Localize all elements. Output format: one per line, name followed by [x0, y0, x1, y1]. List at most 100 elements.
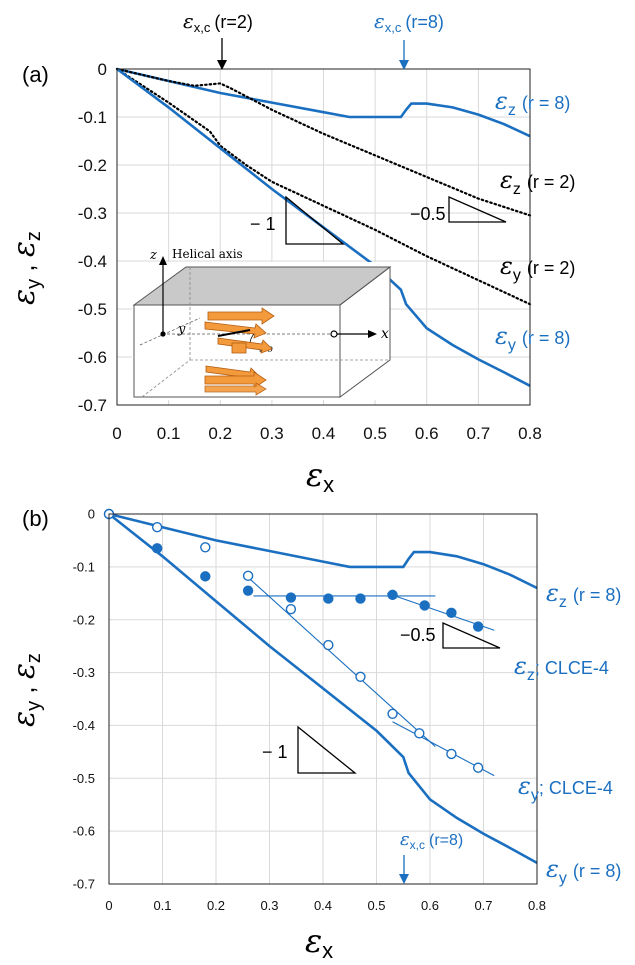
b-series-3-point: [472, 762, 484, 773]
label-ez-r2-a: εz (r = 2): [500, 166, 575, 198]
panel-a-grid: [117, 69, 530, 405]
b-series-3-point: [355, 671, 366, 682]
b-x-tick-label: 0.6: [421, 898, 439, 913]
panel-b-frame: [108, 513, 538, 885]
b-x-tick-label: 0.2: [207, 898, 225, 913]
b-series-3-point: [323, 639, 334, 651]
b-series-2-point: [323, 593, 334, 604]
a-x-tick-label: 0: [112, 424, 121, 443]
b-x-tick-label: 0.8: [528, 898, 546, 913]
label-ez-clce-b: εz; CLCE-4: [514, 652, 609, 684]
b-series-3-point: [151, 522, 163, 533]
a-y-tick-label: 0: [98, 60, 107, 79]
b-series-1-line: [108, 512, 538, 865]
b-series-0-line: [108, 512, 538, 590]
b-y-tick-label: -0.4: [73, 718, 95, 733]
slope-triangle-minus1-a: − 1: [250, 195, 345, 245]
b-x-tick-label: 0.3: [260, 898, 278, 913]
a-y-tick-label: -0.1: [78, 108, 107, 127]
b-series-3-point: [200, 542, 211, 553]
panel-a-frame: [116, 68, 531, 406]
b-x-tick-label: 0.5: [367, 898, 385, 913]
b-series-2-point: [285, 592, 297, 603]
a-y-tick-label: -0.6: [78, 348, 107, 367]
panel-b-chart: 0 0.1 0.2 0.3 0.4 0.5 0.6 0.7 0.8 0 -0.1 -0.2 -0.3 -0…: [73, 507, 546, 913]
annotation-xc-r2: εx,c (r=2): [183, 9, 253, 70]
panel-b-ticks: 0 0.1 0.2 0.3 0.4 0.5 0.6 0.7 0.8 0 -0.1 -0.2 -0.3 -0…: [73, 507, 546, 913]
a-x-tick-label: 0.3: [260, 424, 284, 443]
panel-a-series: [115, 67, 532, 387]
b-y-tick-label: -0.7: [73, 877, 95, 892]
a-y-tick-label: -0.7: [78, 396, 107, 415]
a-x-tick-label: 0.5: [363, 424, 387, 443]
helical-inset: z Helical axis y x Φ₀: [132, 247, 392, 400]
b-x-tick-label: 0.7: [474, 898, 492, 913]
label-ey-r2-a: εy (r = 2): [500, 252, 575, 284]
a-series-1-line: [115, 67, 532, 217]
b-y-tick-label: 0: [88, 507, 95, 522]
b-series-2-point: [446, 607, 457, 619]
helix-arrows: [204, 307, 275, 396]
b-series-2-point: [242, 585, 254, 596]
label-ey-r8-b: εy (r = 8): [546, 855, 621, 887]
b-series-2-point: [387, 589, 398, 601]
b-series-3-point: [387, 708, 398, 719]
svg-text:εx,c(r=2): εx,c (r=2): [183, 9, 253, 35]
svg-text:εx,c(r=8): εx,c (r=8): [374, 9, 444, 35]
panel-a-ticks: 0 0.1 0.2 0.3 0.4 0.5 0.6 0.7 0.8 0 -0.1 -0.2 -0.3 -0…: [78, 60, 542, 443]
b-y-tick-label: -0.6: [73, 824, 95, 839]
label-ey-clce-b: εy; CLCE-4: [518, 772, 613, 804]
panel-b-label: (b): [22, 506, 49, 531]
svg-text:−0.5: −0.5: [410, 204, 446, 224]
slope-triangle-minus05-a: −0.5: [410, 196, 507, 224]
a-series-2-line: [115, 67, 532, 306]
inset-y-label: y: [177, 322, 186, 337]
inset-z-label: z: [149, 248, 157, 263]
b-series-2-point: [419, 600, 430, 611]
svg-text:εx,c(r=8): εx,c (r=8): [400, 829, 463, 852]
slope-triangle-minus05-b: −0.5: [400, 622, 501, 649]
a-y-tick-label: -0.2: [78, 156, 107, 175]
b-x-tick-label: 0.1: [153, 898, 171, 913]
b-series-3-point: [414, 728, 425, 739]
b-series-2-point: [200, 571, 211, 582]
a-series-0-line: [116, 67, 531, 138]
a-y-tick-label: -0.4: [78, 252, 107, 271]
b-fit-line: [247, 577, 436, 747]
label-ey-r8-a: εy (r = 8): [495, 322, 570, 354]
panel-a-y-axis-label: εy , εz: [7, 231, 45, 305]
label-ez-r8-a: εz (r = 8): [495, 87, 570, 119]
svg-text:− 1: − 1: [250, 214, 276, 234]
b-x-tick-label: 0.4: [314, 898, 332, 913]
a-x-tick-label: 0.8: [518, 424, 542, 443]
inset-helical-axis-label: Helical axis: [172, 247, 243, 261]
a-x-tick-label: 0.7: [467, 424, 491, 443]
svg-text:− 1: − 1: [262, 742, 288, 762]
a-x-tick-label: 0.6: [415, 424, 439, 443]
b-series-3-point: [242, 570, 254, 582]
b-series-2-point: [472, 621, 484, 632]
a-y-tick-label: -0.3: [78, 204, 107, 223]
a-y-tick-label: -0.5: [78, 300, 107, 319]
panel-a-label: (a): [22, 62, 49, 87]
b-y-tick-label: -0.5: [73, 771, 95, 786]
inset-side-face: [339, 265, 391, 398]
slope-triangle-minus1-b: − 1: [262, 725, 357, 774]
a-series-3-line: [116, 67, 531, 387]
annotation-xc-r8: εx,c (r=8): [374, 9, 444, 70]
b-series-3-point: [285, 603, 297, 615]
label-ez-r8-b: εz (r = 8): [546, 579, 621, 611]
b-y-tick-label: -0.1: [73, 559, 95, 574]
panel-b-series: [103, 508, 538, 865]
a-x-tick-label: 0.2: [208, 424, 232, 443]
b-series-3-point: [446, 748, 457, 760]
b-y-tick-label: -0.3: [73, 665, 95, 680]
eps-symbol: ε: [7, 289, 42, 305]
svg-text:−0.5: −0.5: [400, 625, 436, 645]
panel-b-y-axis-label: εy , εz: [7, 653, 45, 727]
b-y-tick-label: -0.2: [73, 612, 95, 627]
panel-a-x-axis-label: εx: [306, 456, 334, 497]
b-series-2-point: [355, 593, 366, 604]
b-series-2-point: [151, 543, 163, 554]
